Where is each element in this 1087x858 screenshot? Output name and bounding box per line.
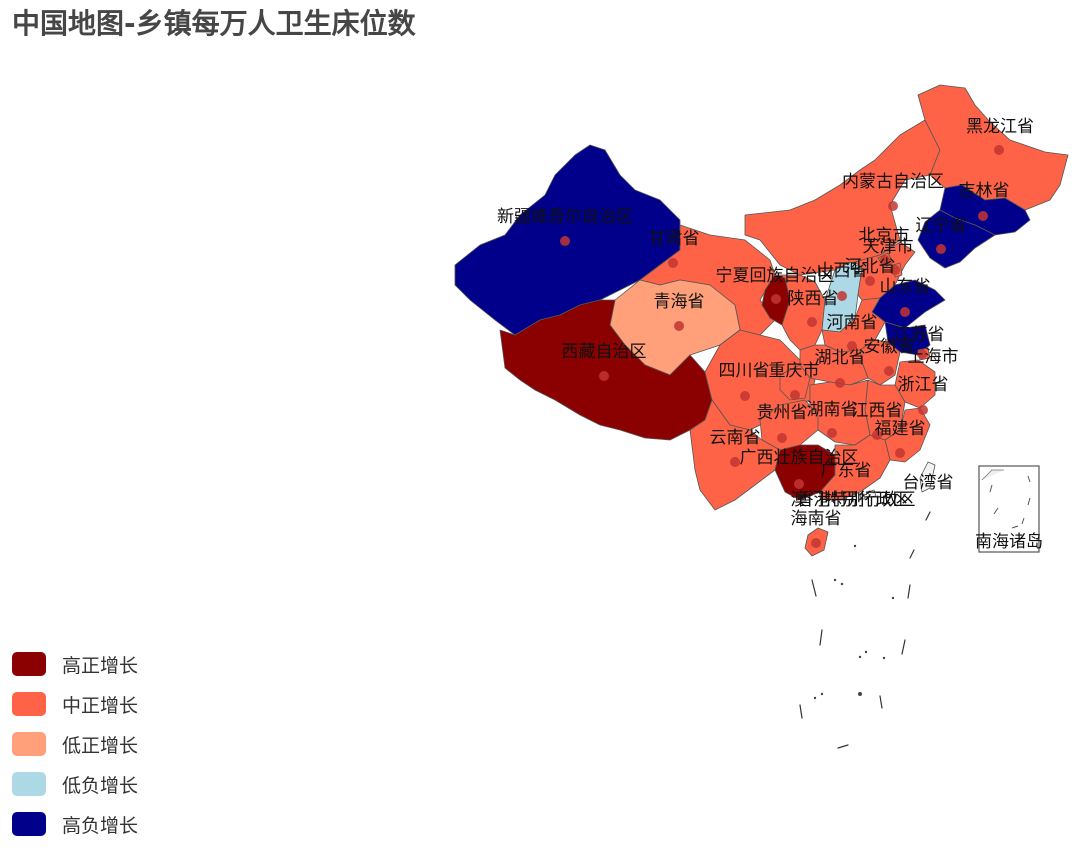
province-label: 香港特别行政区	[797, 490, 916, 510]
province-label: 贵州省	[757, 403, 808, 423]
province-marker	[560, 236, 570, 246]
province-shape	[884, 407, 931, 463]
legend-item[interactable]: 高负增长	[12, 804, 138, 844]
province-label: 广东省	[821, 461, 872, 481]
province-marker	[918, 405, 928, 415]
legend-item[interactable]: 中正增长	[12, 684, 138, 724]
province-shape	[819, 434, 891, 501]
legend-label: 低正增长	[62, 734, 139, 757]
province-label: 内蒙古自治区	[842, 172, 944, 192]
province-label: 河北省	[845, 257, 896, 277]
province-label: 吉林省	[959, 181, 1010, 201]
province-shape	[917, 84, 1069, 211]
province-marker	[771, 294, 781, 304]
province-label: 甘肃省	[649, 229, 700, 249]
legend-label: 中正增长	[62, 694, 139, 717]
map-title: 中国地图-乡镇每万人卫生床位数	[12, 7, 416, 40]
province-label: 山西省	[817, 261, 868, 281]
province-marker	[790, 390, 800, 400]
province-marker	[740, 391, 750, 401]
province-label: 云南省	[710, 428, 761, 448]
south-sea-islands	[813, 544, 895, 700]
province-label: 澳门特别行政区	[791, 490, 910, 510]
province-label: 湖北省	[815, 348, 866, 368]
province-marker	[827, 428, 837, 438]
province-marker	[884, 366, 894, 376]
province-shape	[917, 209, 996, 269]
legend-item[interactable]: 高正增长	[12, 644, 138, 684]
province-marker	[978, 211, 988, 221]
province-shape	[859, 493, 866, 500]
province-label: 台湾省	[903, 473, 954, 493]
province-marker	[668, 258, 678, 268]
legend-swatch	[12, 772, 46, 796]
province-label: 浙江省	[898, 375, 949, 395]
province-shape	[919, 461, 936, 493]
legend-label: 高正增长	[62, 654, 139, 677]
province-marker	[890, 265, 900, 275]
province-label: 宁夏回族自治区	[716, 266, 835, 286]
province-label: 江西省	[852, 401, 903, 421]
province-marker	[835, 378, 845, 388]
legend-swatch	[12, 652, 46, 676]
province-marker	[794, 479, 804, 489]
province-shape	[779, 364, 811, 401]
province-label: 上海市	[908, 347, 959, 367]
legend-swatch	[12, 812, 46, 836]
province-marker	[807, 317, 817, 327]
province-shape	[867, 489, 877, 498]
province-marker	[847, 341, 857, 351]
province-marker	[900, 307, 910, 317]
province-marker	[880, 255, 890, 265]
province-label: 四川省	[719, 361, 770, 381]
south-sea-boundary	[799, 511, 931, 749]
province-marker	[777, 433, 787, 443]
province-label: 重庆市	[769, 361, 820, 381]
province-label: 新疆维吾尔自治区	[497, 207, 633, 227]
province-label: 陕西省	[788, 289, 839, 309]
province-label: 辽宁省	[916, 216, 967, 236]
province-marker	[994, 145, 1004, 155]
legend: 高正增长 中正增长 低正增长 低负增长 高负增长	[12, 644, 138, 844]
province-marker	[936, 244, 946, 254]
province-label: 北京市	[859, 226, 910, 246]
province-marker	[811, 538, 821, 548]
province-marker	[895, 448, 905, 458]
province-marker	[888, 201, 898, 211]
province-marker	[917, 349, 927, 359]
province-label: 青海省	[654, 292, 705, 312]
province-label: 西藏自治区	[562, 342, 647, 362]
province-label: 天津市	[863, 237, 914, 257]
inset-label: 南海诸岛	[975, 532, 1043, 552]
province-marker	[872, 430, 882, 440]
legend-item[interactable]: 低正增长	[12, 724, 138, 764]
province-label: 广西壮族自治区	[740, 448, 859, 468]
legend-label: 低负增长	[62, 774, 139, 797]
legend-item[interactable]: 低负增长	[12, 764, 138, 804]
south-sea-inset: 南海诸岛	[975, 465, 1043, 553]
province-label: 江苏省	[894, 325, 945, 345]
province-label: 山东省	[880, 277, 931, 297]
province-marker	[730, 457, 740, 467]
province-label: 黑龙江省	[966, 117, 1034, 137]
province-marker	[674, 321, 684, 331]
province-label: 湖南省	[807, 400, 858, 420]
province-label: 福建省	[875, 419, 926, 439]
legend-label: 高负增长	[62, 814, 139, 837]
legend-swatch	[12, 692, 46, 716]
province-marker	[865, 276, 875, 286]
province-label: 河南省	[827, 313, 878, 333]
province-label: 安徽省	[864, 337, 915, 357]
province-marker	[599, 371, 609, 381]
province-label: 海南省	[791, 509, 842, 529]
legend-swatch	[12, 732, 46, 756]
province-marker	[837, 291, 847, 301]
